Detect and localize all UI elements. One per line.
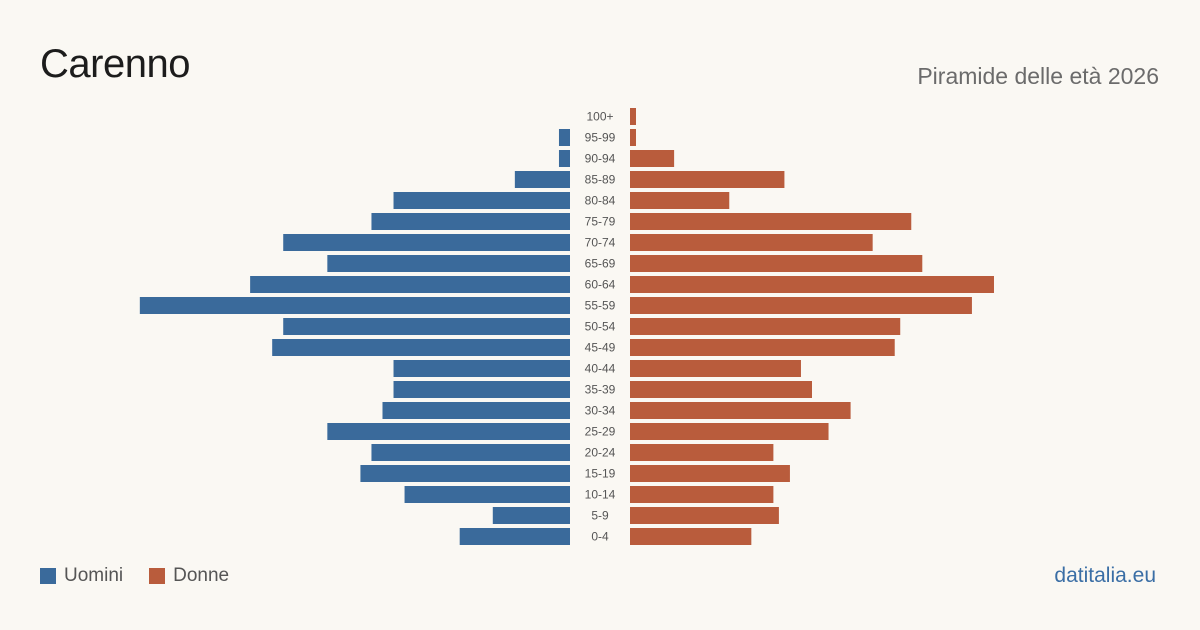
bar-male-45-49	[272, 339, 570, 356]
bar-female-10-14	[630, 486, 774, 503]
age-label-50-54: 50-54	[585, 320, 616, 334]
bar-female-0-4	[630, 528, 752, 545]
bar-male-50-54	[283, 318, 570, 335]
age-label-40-44: 40-44	[585, 362, 616, 376]
bar-male-30-34	[382, 402, 570, 419]
bar-female-20-24	[630, 444, 774, 461]
chart-title: Carenno	[40, 42, 190, 86]
age-label-15-19: 15-19	[585, 467, 616, 481]
bar-male-10-14	[404, 486, 570, 503]
age-label-0-4: 0-4	[591, 530, 609, 544]
legend-item-male: Uomini	[40, 565, 123, 587]
age-label-20-24: 20-24	[585, 446, 616, 460]
bar-female-25-29	[630, 423, 829, 440]
age-label-100plus: 100+	[586, 110, 613, 124]
age-label-10-14: 10-14	[585, 488, 616, 502]
age-label-75-79: 75-79	[585, 215, 616, 229]
chart-subtitle: Piramide delle età 2026	[917, 63, 1159, 89]
bar-male-35-39	[393, 381, 570, 398]
bar-male-70-74	[283, 234, 570, 251]
bar-male-55-59	[139, 297, 570, 314]
bar-male-20-24	[371, 444, 570, 461]
bar-female-70-74	[630, 234, 873, 251]
age-label-45-49: 45-49	[585, 341, 616, 355]
bar-female-95-99	[630, 129, 636, 146]
bar-female-55-59	[630, 297, 972, 314]
bar-female-80-84	[630, 192, 730, 209]
bar-male-15-19	[360, 465, 570, 482]
age-label-55-59: 55-59	[585, 299, 616, 313]
age-label-35-39: 35-39	[585, 383, 616, 397]
age-label-90-94: 90-94	[585, 152, 616, 166]
legend: Uomini Donne	[40, 565, 255, 587]
brand-link[interactable]: datitalia.eu	[1054, 564, 1156, 587]
bar-female-90-94	[630, 150, 675, 167]
bar-female-45-49	[630, 339, 895, 356]
bar-male-60-64	[250, 276, 570, 293]
age-label-25-29: 25-29	[585, 425, 616, 439]
age-label-80-84: 80-84	[585, 194, 616, 208]
bar-female-15-19	[630, 465, 790, 482]
bar-male-90-94	[558, 150, 570, 167]
bar-female-35-39	[630, 381, 812, 398]
age-label-65-69: 65-69	[585, 257, 616, 271]
bar-female-40-44	[630, 360, 801, 377]
bar-male-25-29	[327, 423, 570, 440]
bar-female-75-79	[630, 213, 912, 230]
legend-label-female: Donne	[173, 565, 230, 586]
bar-female-65-69	[630, 255, 923, 272]
age-label-60-64: 60-64	[585, 278, 616, 292]
bar-male-65-69	[327, 255, 570, 272]
bar-female-5-9	[630, 507, 779, 524]
bar-female-50-54	[630, 318, 901, 335]
legend-swatch-female	[149, 568, 166, 584]
bar-female-60-64	[630, 276, 994, 293]
legend-label-male: Uomini	[64, 565, 124, 586]
legend-item-female: Donne	[149, 565, 229, 587]
bar-male-85-89	[514, 171, 570, 188]
bar-female-100plus	[630, 108, 636, 125]
bar-male-95-99	[558, 129, 570, 146]
bar-male-5-9	[492, 507, 570, 524]
bar-male-0-4	[459, 528, 570, 545]
bar-female-30-34	[630, 402, 851, 419]
bar-male-75-79	[371, 213, 570, 230]
age-label-5-9: 5-9	[591, 509, 609, 523]
age-label-95-99: 95-99	[585, 131, 616, 145]
bar-male-40-44	[393, 360, 570, 377]
age-label-85-89: 85-89	[585, 173, 616, 187]
age-label-70-74: 70-74	[585, 236, 616, 250]
age-label-30-34: 30-34	[585, 404, 616, 418]
legend-swatch-male	[40, 568, 56, 584]
bar-female-85-89	[630, 171, 785, 188]
bar-male-80-84	[393, 192, 570, 209]
